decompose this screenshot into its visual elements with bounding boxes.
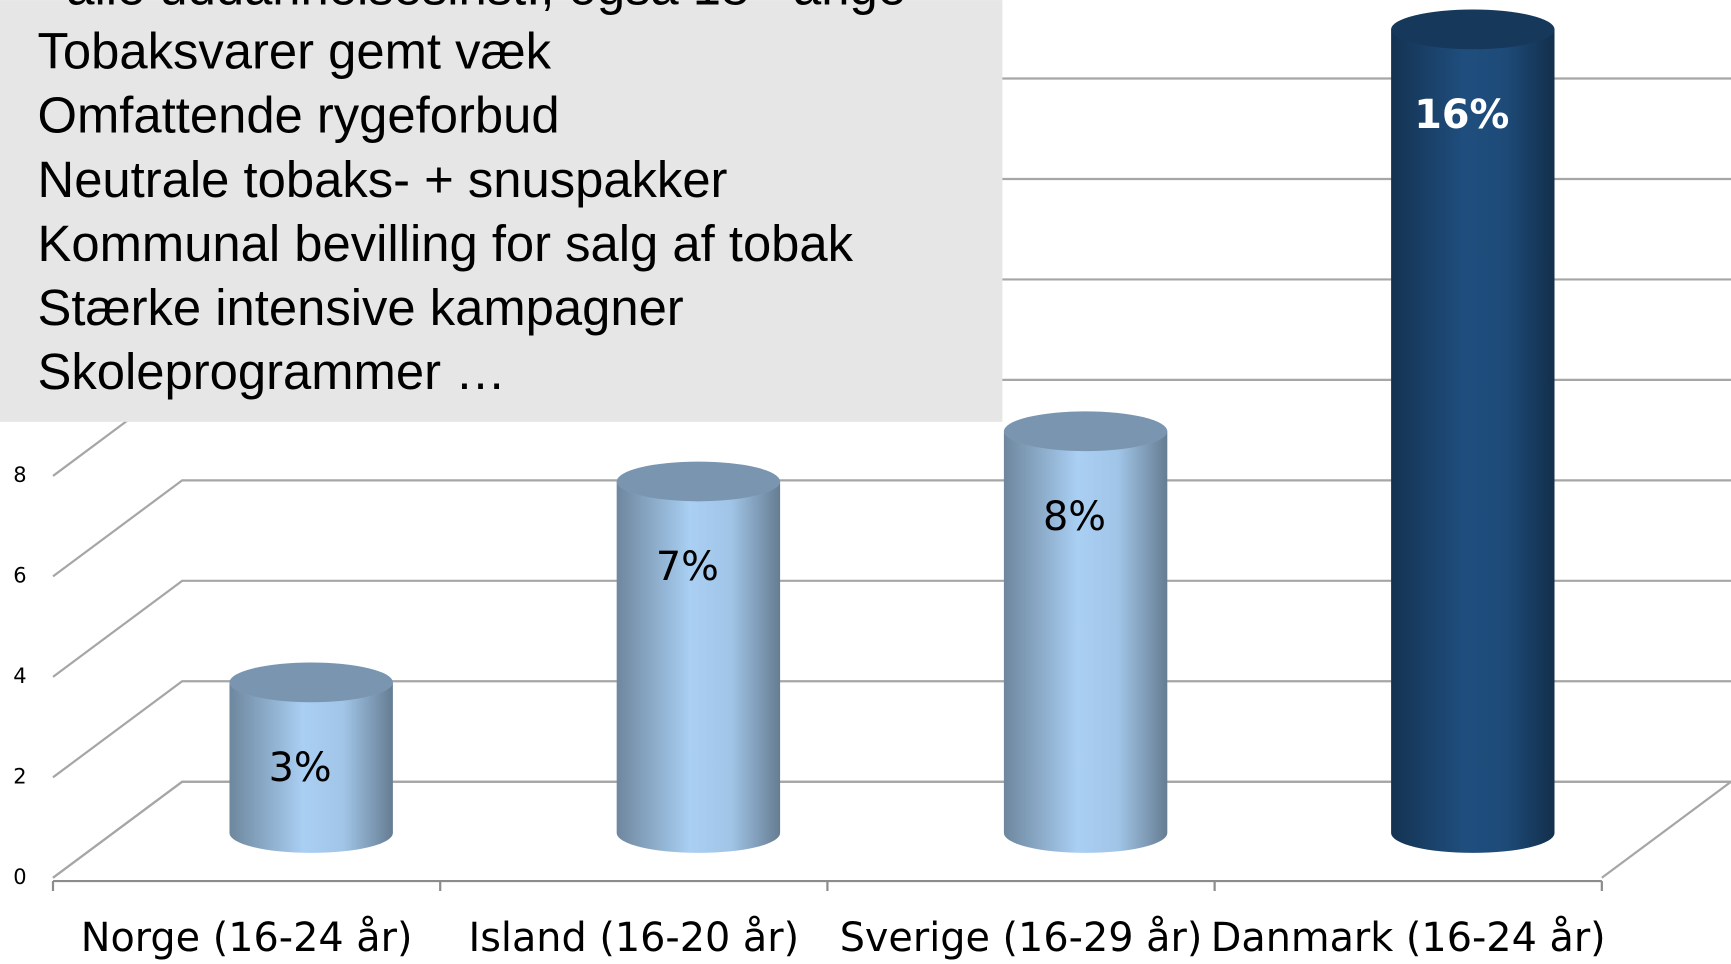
y-tick-label: 6 bbox=[13, 563, 26, 587]
bar: 3% bbox=[229, 662, 393, 853]
text-line: Kommunal bevilling for salg af tobak bbox=[38, 215, 854, 272]
grid-line bbox=[52, 579, 1731, 678]
x-tick-label: Norge (16-24 år) bbox=[81, 915, 413, 961]
bar-top bbox=[616, 461, 781, 502]
data-label: 8% bbox=[1043, 494, 1106, 540]
bar: 16% bbox=[1391, 9, 1555, 853]
bar-top-shade bbox=[616, 461, 781, 502]
y-tick-label: 8 bbox=[13, 463, 26, 487]
bar-shade bbox=[229, 682, 393, 853]
bar-top bbox=[229, 662, 393, 703]
bar-shade bbox=[1391, 29, 1555, 853]
bars: 3% 7% 8% 16% bbox=[229, 9, 1555, 853]
grid-line bbox=[52, 680, 1731, 779]
text-line: Neutrale tobaks- + snuspakker bbox=[38, 151, 728, 208]
bar-top bbox=[1003, 411, 1168, 452]
text-line: Omfattende rygeforbud bbox=[38, 87, 560, 144]
text-line: alle uddannelsesinst., også 18+ ange bbox=[66, 0, 906, 16]
data-label: 3% bbox=[269, 745, 332, 791]
grid-line bbox=[52, 479, 1731, 578]
text-box-bg bbox=[0, 0, 1003, 422]
bar: 8% bbox=[1003, 411, 1168, 853]
text-line: Stærke intensive kampagner bbox=[38, 279, 684, 336]
bar-top-shade bbox=[1391, 9, 1555, 50]
x-tick-label: Island (16-20 år) bbox=[468, 915, 799, 961]
y-tick-label: 2 bbox=[13, 764, 26, 788]
text-line: Skoleprogrammer … bbox=[38, 343, 506, 400]
data-label: 7% bbox=[656, 544, 719, 590]
x-tick-label: Danmark (16-24 år) bbox=[1211, 915, 1606, 961]
y-tick-label: 0 bbox=[13, 865, 26, 889]
data-label: 16% bbox=[1414, 92, 1509, 138]
x-tick-label: Sverige (16-29 år) bbox=[840, 915, 1203, 961]
text-box: alle uddannelsesinst., også 18+ ange Toba… bbox=[0, 0, 1003, 422]
bar-top-shade bbox=[229, 662, 393, 703]
bar-top bbox=[1391, 9, 1555, 50]
bar-top-shade bbox=[1003, 411, 1168, 452]
grid-line bbox=[52, 780, 1731, 879]
text-line: Tobaksvarer gemt væk bbox=[38, 23, 552, 80]
y-tick-label: 4 bbox=[13, 664, 26, 688]
bar-shade bbox=[1003, 431, 1168, 853]
bar: 7% bbox=[616, 461, 781, 853]
bar-shade bbox=[616, 481, 781, 853]
